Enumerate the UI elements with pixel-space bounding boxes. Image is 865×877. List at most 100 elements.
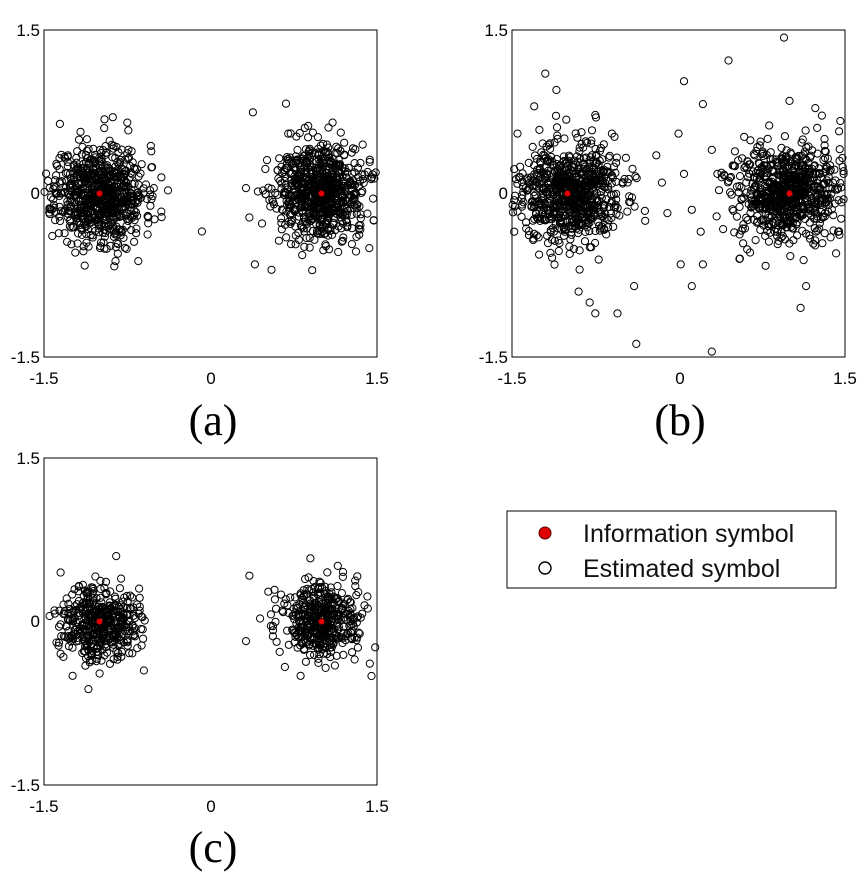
estimated-symbol-point	[291, 231, 300, 240]
estimated-symbol-point	[345, 612, 354, 621]
estimated-symbol-point	[322, 140, 331, 149]
estimated-symbol-point	[305, 641, 314, 650]
estimated-symbol-point	[812, 214, 822, 223]
estimated-symbol-point	[326, 158, 335, 167]
estimated-symbol-point	[79, 242, 88, 251]
estimated-symbol-point	[296, 203, 305, 212]
estimated-symbol-point	[311, 639, 320, 649]
estimated-symbol-point	[103, 205, 113, 214]
estimated-symbol-point	[68, 671, 77, 680]
estimated-symbol-point	[157, 173, 166, 182]
estimated-symbol-point	[52, 171, 61, 180]
estimated-symbol-point	[572, 218, 581, 227]
estimated-symbol-point	[560, 134, 569, 143]
estimated-symbol-point	[679, 77, 689, 86]
estimated-symbol-point	[65, 222, 75, 231]
estimated-symbol-point	[308, 227, 317, 236]
estimated-symbol-point	[302, 614, 311, 623]
estimated-symbol-point	[740, 163, 749, 172]
estimated-symbol-point	[319, 209, 328, 218]
estimated-symbol-point	[318, 221, 327, 230]
estimated-symbol-point	[266, 621, 275, 631]
estimated-symbol-point	[823, 189, 832, 199]
estimated-symbol-point	[115, 187, 124, 196]
estimated-symbol-point	[56, 620, 65, 629]
estimated-symbol-point	[777, 143, 786, 152]
estimated-symbol-point	[742, 213, 751, 222]
estimated-symbol-point	[788, 224, 798, 233]
estimated-symbol-point	[598, 179, 607, 188]
estimated-symbol-point	[585, 218, 594, 227]
estimated-symbol-point	[94, 228, 103, 237]
estimated-symbol-point	[812, 227, 821, 236]
estimated-symbol-point	[334, 172, 343, 181]
estimated-symbol-point	[127, 147, 136, 156]
estimated-symbol-point	[818, 212, 827, 221]
estimated-symbol-point	[100, 583, 109, 593]
estimated-symbol-point	[657, 178, 667, 187]
estimated-symbol-point	[334, 155, 343, 164]
estimated-symbol-point	[79, 169, 88, 178]
estimated-symbol-point	[773, 225, 782, 234]
estimated-symbol-point	[343, 610, 352, 619]
estimated-symbol-point	[565, 249, 574, 258]
estimated-symbol-point	[118, 182, 127, 191]
estimated-symbol-point	[135, 602, 144, 611]
estimated-symbol-point	[137, 612, 146, 621]
estimated-symbol-point	[74, 135, 84, 144]
estimated-symbol-point	[350, 181, 360, 190]
estimated-symbol-point	[248, 108, 257, 117]
estimated-symbol-point	[510, 165, 519, 174]
estimated-symbol-point	[543, 198, 552, 207]
panel-a-ytick-bottom: -1.5	[11, 348, 40, 367]
estimated-symbol-point	[77, 186, 86, 195]
estimated-symbol-point	[620, 174, 629, 184]
estimated-symbol-point	[766, 154, 775, 163]
estimated-symbol-point	[108, 153, 117, 162]
estimated-symbol-point	[534, 179, 543, 188]
estimated-symbol-point	[566, 199, 576, 208]
estimated-symbol-point	[40, 187, 49, 196]
estimated-symbol-point	[561, 195, 570, 204]
estimated-symbol-point	[44, 176, 53, 185]
estimated-symbol-point	[79, 171, 88, 180]
estimated-symbol-point	[313, 172, 322, 181]
estimated-symbol-point	[817, 190, 826, 199]
estimated-symbol-point	[587, 184, 597, 193]
estimated-symbol-point	[630, 202, 639, 211]
estimated-symbol-point	[839, 195, 848, 204]
estimated-symbol-point	[73, 217, 82, 226]
estimated-symbol-point	[132, 189, 141, 198]
estimated-symbol-point	[334, 206, 343, 215]
estimated-symbol-point	[132, 224, 141, 233]
estimated-symbol-point	[309, 179, 318, 188]
estimated-symbol-point	[356, 221, 365, 230]
estimated-symbol-point	[50, 203, 59, 212]
estimated-symbol-point	[625, 192, 634, 201]
estimated-symbol-point	[85, 656, 95, 665]
estimated-symbol-point	[571, 172, 580, 182]
estimated-symbol-point	[600, 224, 609, 233]
estimated-symbol-point	[835, 127, 844, 136]
estimated-symbol-point	[337, 589, 346, 598]
estimated-symbol-point	[264, 183, 273, 192]
estimated-symbol-point	[306, 182, 315, 191]
estimated-symbol-point	[335, 187, 344, 196]
estimated-symbol-point	[324, 621, 333, 630]
estimated-symbol-point	[309, 593, 318, 602]
estimated-symbol-point	[780, 178, 790, 187]
estimated-symbol-point	[264, 587, 273, 596]
estimated-symbol-point	[48, 231, 57, 241]
information-symbol-point	[564, 190, 571, 197]
estimated-symbol-point	[782, 198, 792, 207]
estimated-symbol-point	[275, 647, 284, 657]
estimated-symbol-point	[542, 169, 552, 178]
estimated-symbol-point	[756, 184, 765, 193]
estimated-symbol-point	[245, 571, 254, 580]
panel-b-xtick-left: -1.5	[497, 369, 526, 388]
estimated-symbol-point	[348, 648, 357, 657]
estimated-symbol-point	[749, 172, 759, 181]
estimated-symbol-point	[119, 233, 128, 242]
estimated-symbol-point	[687, 205, 696, 214]
estimated-symbol-point	[78, 580, 88, 589]
